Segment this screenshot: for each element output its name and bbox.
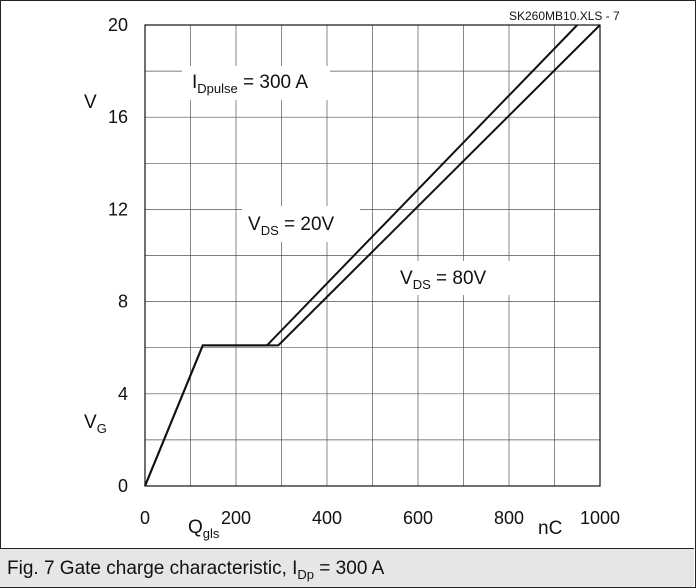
source-tag: SK260MB10.XLS - 7 (509, 9, 620, 23)
x-tick-label: 200 (221, 508, 251, 528)
caption-suffix: = 300 A (314, 558, 385, 579)
y-axis-unit: V (84, 92, 97, 113)
series-line-vds-80v (144, 24, 601, 487)
y-tick-label: 8 (118, 292, 128, 312)
current-annotation-bg (182, 66, 330, 100)
y-tick-label: 0 (118, 476, 128, 496)
series-80-label: VDS = 80V (400, 268, 487, 292)
x-tick-label: 1000 (580, 508, 620, 528)
caption-sub: Dp (297, 567, 315, 582)
series-20-label: VDS = 20V (248, 214, 335, 238)
caption-bar (0, 548, 694, 587)
caption-prefix: Fig. 7 Gate charge characteristic, I (7, 558, 298, 579)
y-tick-label: 12 (108, 199, 128, 219)
x-tick-label: 600 (403, 508, 433, 528)
grid-lines (145, 25, 600, 486)
series-lines (144, 24, 601, 487)
x-tick-label: 800 (494, 508, 524, 528)
x-axis-unit: nC (538, 518, 562, 539)
x-tick-label: 400 (312, 508, 342, 528)
current-annotation: IDpulse = 300 A (192, 72, 308, 96)
y-axis-symbol: VG (84, 412, 107, 436)
y-tick-label: 16 (108, 107, 128, 127)
figure-caption: Fig. 7 Gate charge characteristic, IDp =… (7, 558, 384, 582)
y-tick-label: 20 (108, 15, 128, 35)
series-80-label-bg (394, 261, 512, 295)
y-tick-label: 4 (118, 384, 128, 404)
x-tick-label: 0 (140, 508, 150, 528)
tick-labels: 0 200 400 600 800 1000 0 4 8 12 16 20 (108, 15, 620, 528)
series-20-label-bg (242, 206, 360, 242)
x-axis-symbol: Qgls (188, 517, 220, 541)
gate-charge-chart: 0 200 400 600 800 1000 0 4 8 12 16 20 SK260MB10.XLS… (84, 9, 620, 541)
plot-border (144, 24, 601, 487)
